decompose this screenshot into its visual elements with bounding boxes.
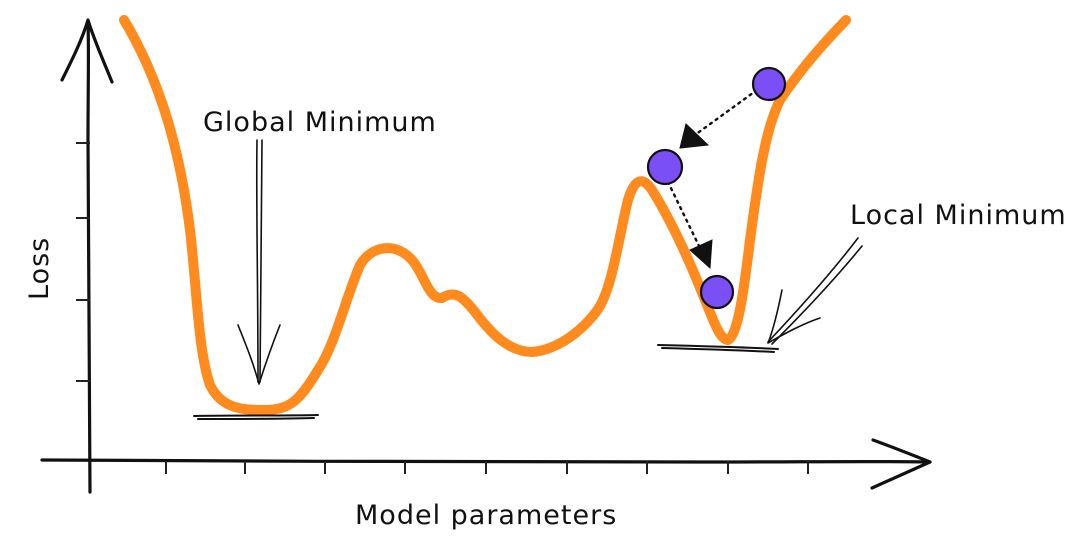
arrow-head-icon: [689, 239, 713, 270]
y-axis-arrow-icon: [60, 18, 114, 84]
local-minimum-label: Local Minimum: [850, 200, 1067, 231]
global-minimum-arrow-icon: [237, 139, 281, 385]
circle-dot-icon: [646, 148, 684, 186]
x-axis-line: [40, 458, 932, 464]
x-axis-arrow-icon: [870, 438, 932, 490]
y-axis-ticks: [76, 142, 90, 382]
global-minimum-label: Global Minimum: [203, 107, 437, 138]
y-axis-label: Loss: [24, 237, 55, 300]
gradient-step-line: [686, 88, 759, 142]
x-axis-label: Model parameters: [355, 500, 617, 531]
local-minimum-baseline: [661, 347, 775, 353]
gradient-step-points: [646, 66, 787, 310]
local-minimum-baseline: [657, 344, 779, 350]
global-minimum-baseline: [193, 414, 319, 417]
gradient-step-path: [666, 88, 759, 270]
arrow-head-icon: [679, 123, 710, 149]
circle-dot-icon: [699, 274, 735, 310]
gradient-step-line: [666, 180, 702, 250]
y-axis-line: [86, 20, 92, 494]
global-minimum-baseline: [197, 417, 315, 420]
x-axis-ticks: [165, 461, 809, 474]
local-minimum-arrow-icon: [767, 237, 863, 345]
circle-dot-icon: [751, 66, 787, 102]
loss-curve: [119, 15, 851, 415]
